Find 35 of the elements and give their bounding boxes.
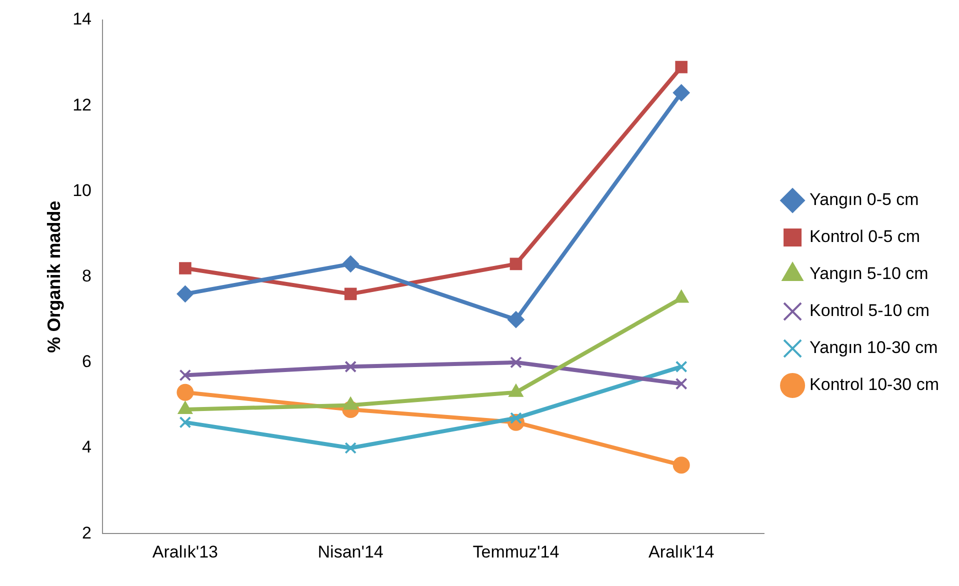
point: [344, 442, 357, 454]
point: [179, 416, 192, 428]
point: [176, 285, 194, 302]
point: [176, 384, 194, 401]
x-tick-label: Temmuz'14: [472, 542, 560, 562]
y-tick-label: 12: [72, 95, 92, 114]
legend-label: Kontrol 10-30 cm: [810, 375, 939, 394]
point: [675, 60, 688, 74]
point: [672, 456, 690, 474]
y-tick-label: 6: [82, 352, 92, 372]
y-tick-label: 14: [72, 10, 92, 29]
x-tick-label: Aralık'13: [152, 542, 218, 562]
point: [179, 262, 192, 274]
y-tick-label: 10: [72, 180, 92, 200]
y-tick-label: 8: [82, 266, 92, 286]
point: [510, 356, 522, 368]
point: [510, 258, 522, 270]
point: [675, 360, 688, 373]
point: [344, 360, 357, 373]
point: [179, 369, 192, 382]
point: [672, 84, 690, 102]
legend-label: Yangın 5-10 cm: [810, 264, 928, 284]
point: [675, 378, 688, 390]
x-tick-label: Aralık'14: [648, 542, 714, 562]
y-tick-label: 2: [82, 523, 92, 542]
y-tick-label: 4: [82, 438, 92, 457]
legend-label: Kontrol 5-10 cm: [810, 301, 930, 320]
legend-label: Kontrol 0-5 cm: [810, 227, 920, 246]
point: [507, 311, 524, 328]
y-axis-title: % Organik madde: [44, 200, 64, 353]
legend-label: Yangın 0-5 cm: [810, 190, 919, 210]
point: [344, 288, 357, 300]
legend-label: Yangın 10-30 cm: [810, 338, 938, 358]
point: [342, 255, 360, 272]
x-tick-label: Nisan'14: [318, 542, 384, 562]
